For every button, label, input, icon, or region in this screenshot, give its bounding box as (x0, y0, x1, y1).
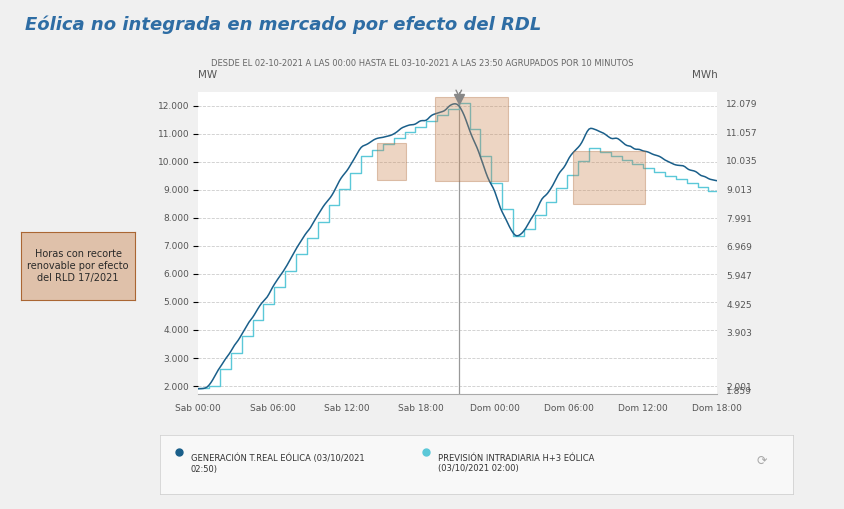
Text: PREVISIÓN INTRADIARIA H+3 EÓLICA
(03/10/2021 02:00): PREVISIÓN INTRADIARIA H+3 EÓLICA (03/10/… (437, 454, 594, 473)
Bar (573, 151, 645, 204)
Text: MWh: MWh (691, 70, 717, 79)
Text: MW: MW (198, 70, 218, 79)
Text: Eólica no integrada en mercado por efecto del RDL: Eólica no integrada en mercado por efect… (25, 15, 542, 34)
Bar (377, 144, 406, 180)
Text: Horas con recorte
renovable por efecto
del RLD 17/2021: Horas con recorte renovable por efecto d… (27, 249, 129, 282)
Bar (436, 97, 507, 181)
Text: DESDE EL 02-10-2021 A LAS 00:00 HASTA EL 03-10-2021 A LAS 23:50 AGRUPADOS POR 10: DESDE EL 02-10-2021 A LAS 00:00 HASTA EL… (211, 59, 633, 68)
Text: ⟳: ⟳ (756, 455, 767, 468)
Text: GENERACIÓN T.REAL EÓLICA (03/10/2021
02:50): GENERACIÓN T.REAL EÓLICA (03/10/2021 02:… (191, 454, 365, 474)
